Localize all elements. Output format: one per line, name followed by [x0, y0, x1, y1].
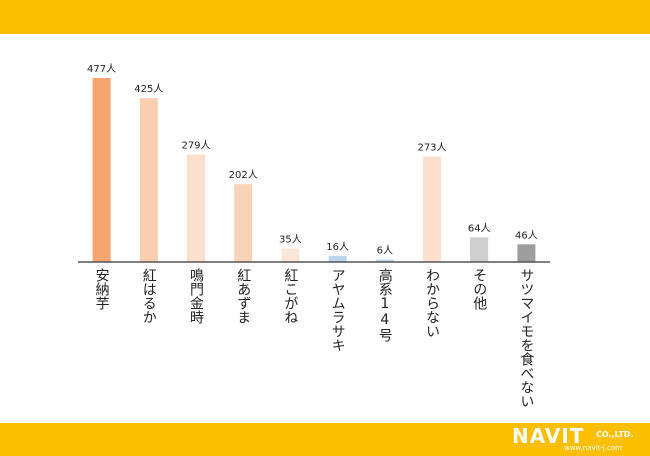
data-label-7: 273人 — [417, 142, 446, 154]
top-band — [0, 0, 650, 34]
category-label-8: その他 — [471, 268, 488, 310]
bottom-band — [0, 423, 650, 456]
category-label-5: アヤムラサキ — [329, 268, 346, 352]
category-label-9: サツマイモを食べない — [518, 268, 535, 408]
bar-6 — [375, 259, 394, 262]
logo-wordmark: NAVIT — [512, 424, 585, 448]
data-label-0: 477人 — [87, 63, 116, 75]
data-label-8: 64人 — [468, 222, 491, 234]
bar-5 — [328, 255, 347, 262]
category-label-7: わからない — [424, 268, 440, 338]
category-label-4: 紅こがね — [282, 268, 299, 324]
bar-8 — [470, 237, 489, 262]
data-label-3: 202人 — [229, 169, 258, 181]
bar-4 — [281, 248, 300, 262]
logo-url: www.navit-j.com — [564, 444, 622, 452]
data-label-9: 46人 — [515, 229, 538, 241]
navit-logo: NAVIT CO.,LTD. www.navit-j.com — [512, 425, 642, 453]
bar-9 — [517, 244, 536, 262]
bar-7 — [423, 156, 441, 262]
category-label-3: 紅あずま — [235, 268, 252, 324]
bar-2 — [187, 154, 205, 262]
category-label-2: 鳴門金時 — [188, 268, 204, 324]
bar-3 — [234, 184, 253, 262]
bar-0 — [92, 78, 111, 262]
category-label-1: 紅はるか — [140, 268, 157, 324]
logo-company-suffix: CO.,LTD. — [596, 430, 634, 439]
data-label-1: 425人 — [134, 83, 163, 95]
data-label-2: 279人 — [181, 139, 210, 151]
data-label-6: 6人 — [377, 245, 393, 257]
bar-1 — [139, 98, 158, 262]
data-label-5: 16人 — [326, 241, 349, 253]
category-label-6: 高系14号 — [376, 268, 393, 342]
data-label-4: 35人 — [279, 234, 302, 246]
category-label-0: 安納芋 — [93, 268, 110, 310]
